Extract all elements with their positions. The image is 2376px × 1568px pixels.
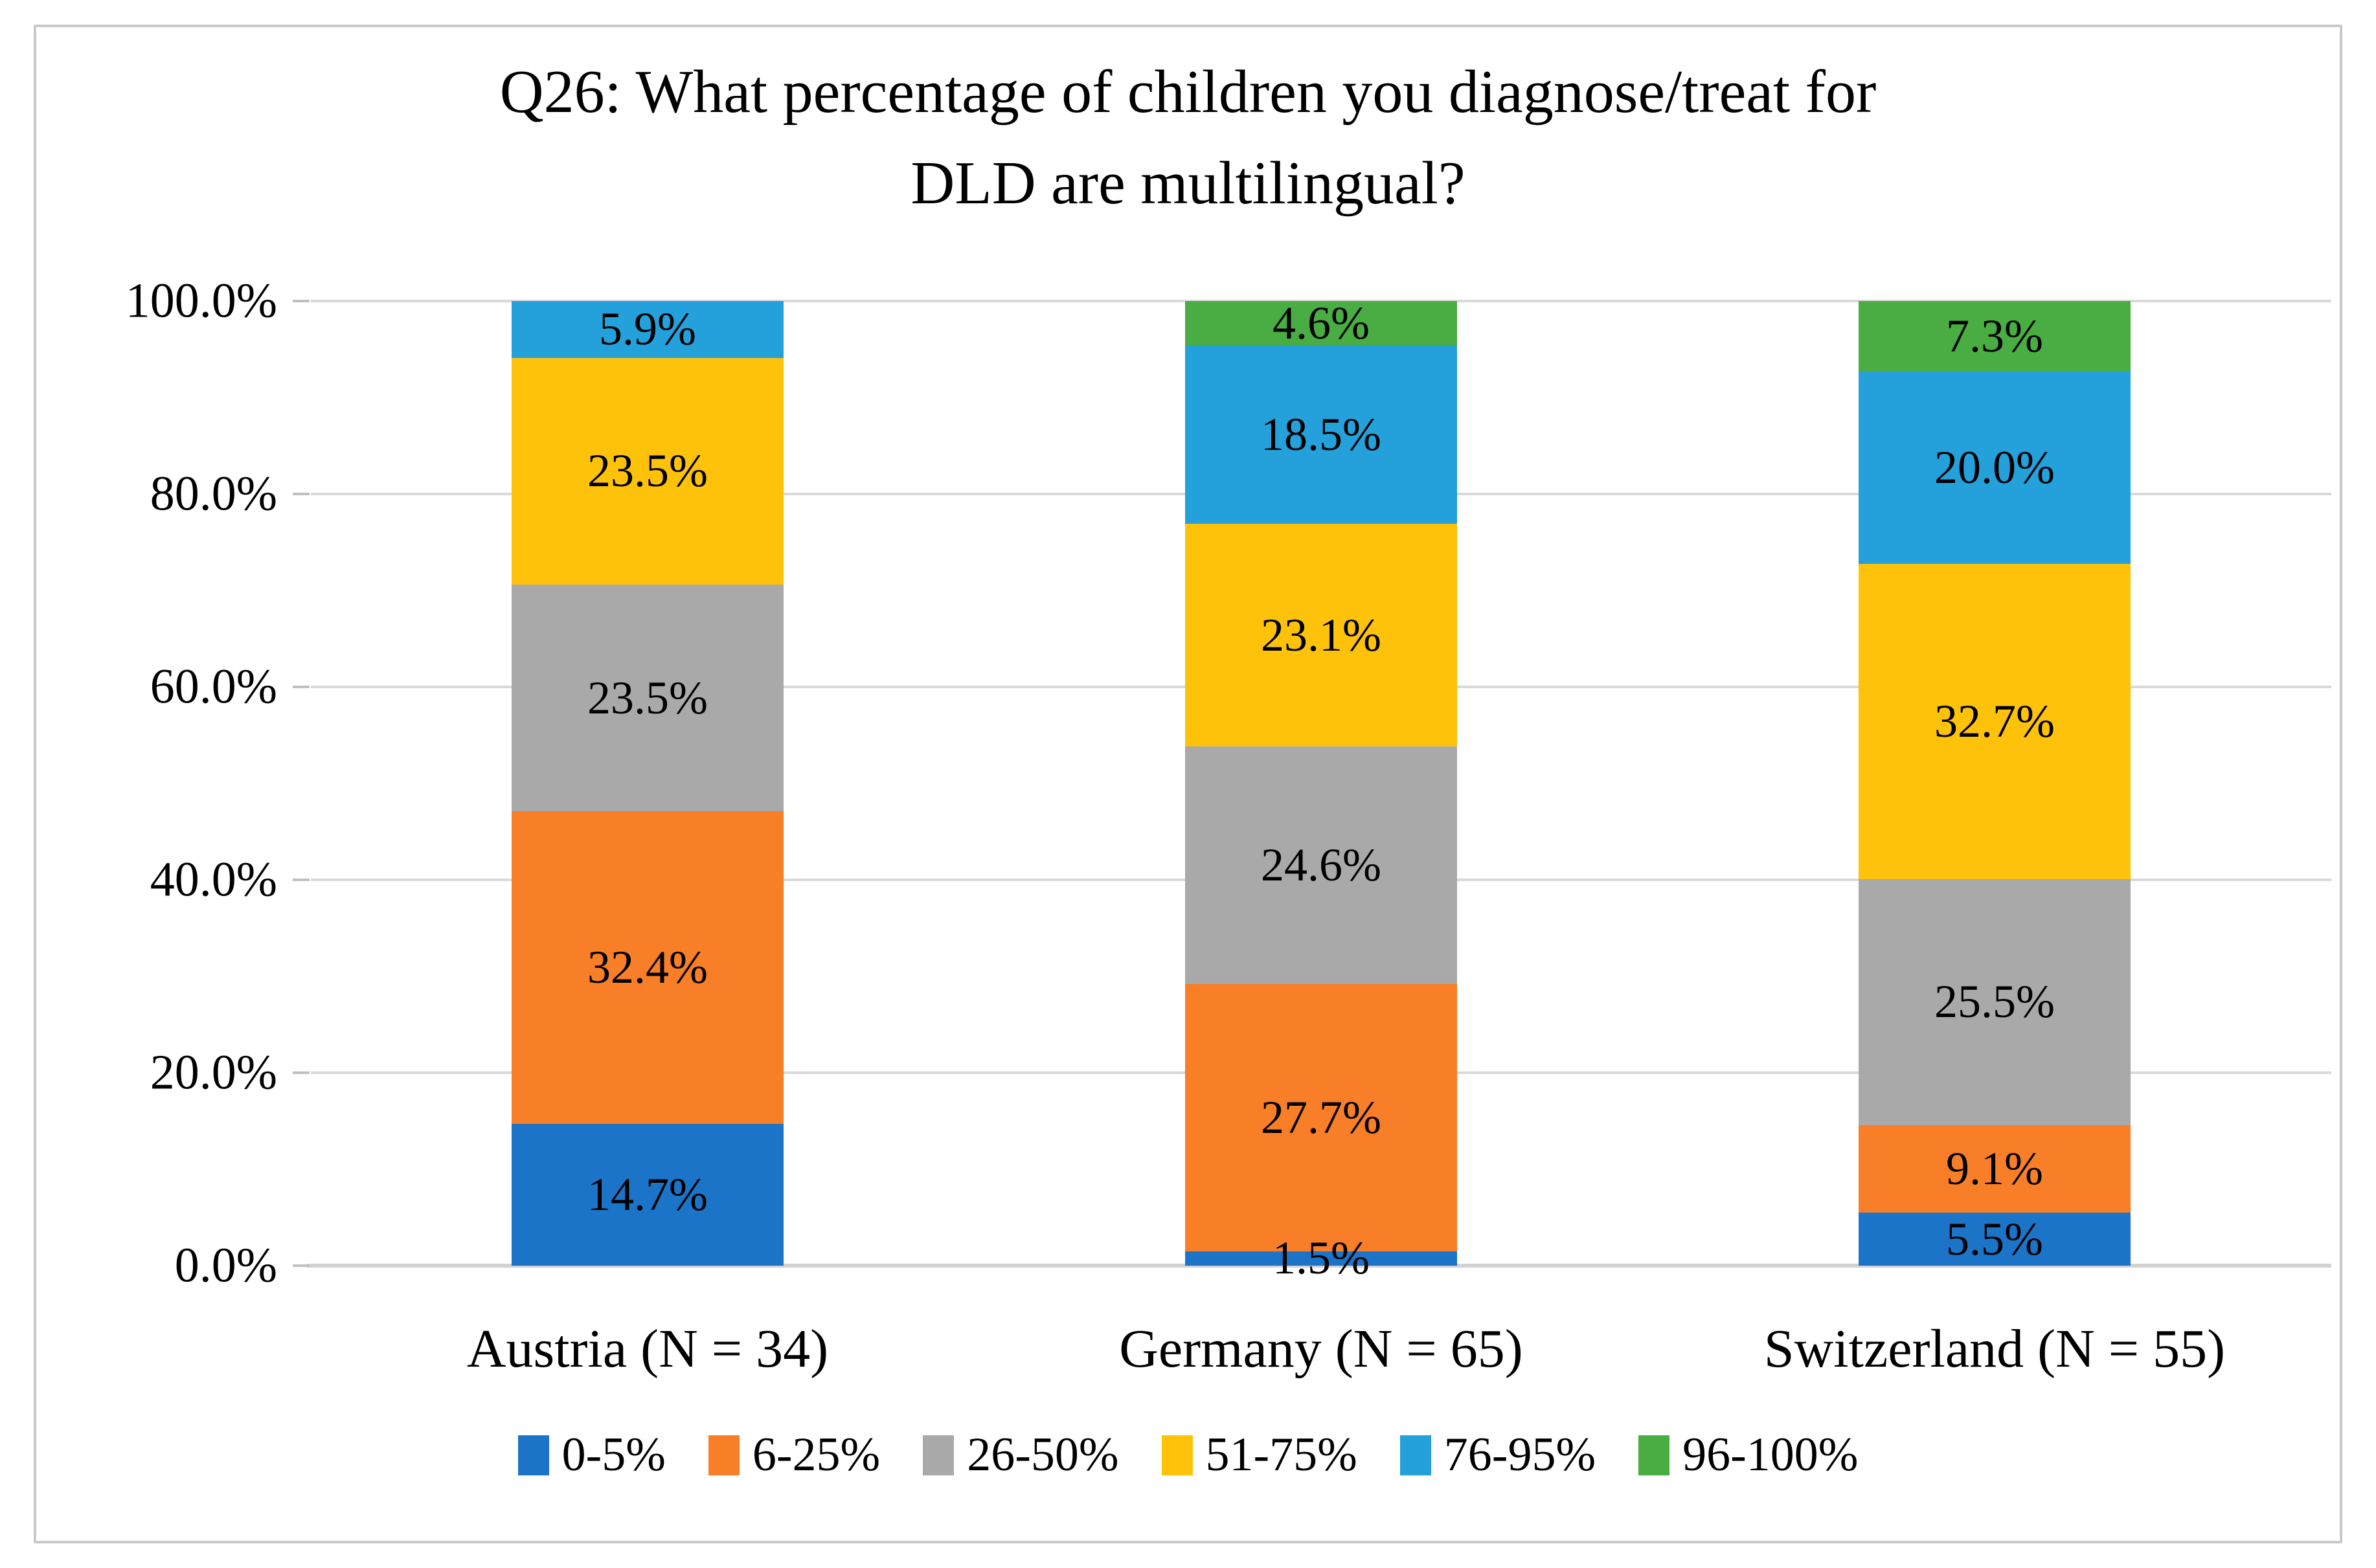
segment-data-label: 9.1% [1946,1142,2043,1194]
bar-segment: 27.7% [1185,983,1457,1251]
segment-data-label: 20.0% [1934,442,2055,494]
bar-segment: 23.5% [512,357,784,585]
y-axis-tick-mark [293,300,310,302]
bar-segment: 5.9% [512,301,784,358]
bar-segment: 32.7% [1859,564,2131,880]
plot-area: 14.7% 32.4% 23.5% 23.5% 5.9% 1.5% 27.7% 24.6% 23… [307,297,2331,1284]
bar-segment: 23.1% [1185,524,1457,747]
bar-segment: 24.6% [1185,746,1457,984]
legend-label: 0-5% [561,1428,666,1481]
y-axis-tick-label: 100.0% [125,273,277,328]
stacked-bar: 1.5% 27.7% 24.6% 23.1% 18.5% 4.6% [1185,297,1457,1284]
legend: 0-5% 6-25% 26-50% 51-75% 76-95% 96-100% [0,1428,2376,1483]
segment-data-label: 4.6% [1273,297,1370,349]
legend-item: 76-95% [1399,1428,1596,1483]
chart-title: Q26: What percentage of children you dia… [0,47,2376,229]
y-axis-tick-label: 60.0% [150,659,277,714]
legend-item: 96-100% [1638,1428,1858,1483]
bar-segment: 9.1% [1859,1125,2131,1213]
legend-swatch [1161,1435,1193,1475]
chart-title-line1: Q26: What percentage of children you dia… [499,58,1877,126]
segment-data-label: 14.7% [587,1168,708,1220]
legend-label: 6-25% [752,1428,881,1481]
legend-item: 51-75% [1161,1428,1357,1483]
y-axis-tick-mark [293,493,310,495]
segment-data-label: 23.5% [587,445,708,497]
y-axis-tick-mark [293,1264,310,1267]
y-axis-tick-label: 40.0% [150,852,277,907]
segment-data-label: 25.5% [1934,976,2055,1028]
legend-label: 51-75% [1205,1428,1357,1481]
bar-segment: 7.3% [1859,301,2131,372]
y-axis-tick-label: 0.0% [174,1238,277,1293]
bar-segment: 20.0% [1859,371,2131,565]
y-axis-tick-mark [293,1071,310,1074]
x-axis-category-label: Austria (N = 34) [466,1319,829,1379]
legend-label: 96-100% [1682,1428,1859,1481]
bar-segment: 18.5% [1185,345,1457,524]
gridline [311,300,2331,302]
legend-swatch [517,1435,549,1475]
bar-segment: 5.5% [1859,1213,2131,1266]
segment-data-label: 24.6% [1261,839,1381,891]
y-axis-tick-label: 20.0% [150,1045,277,1100]
bar-segment: 14.7% [512,1123,784,1266]
stacked-bar: 5.5% 9.1% 25.5% 32.7% 20.0% 7.3% [1859,301,2131,1266]
segment-data-label: 27.7% [1261,1091,1381,1143]
y-axis-tick-mark [293,879,310,881]
segment-data-label: 32.7% [1934,695,2055,748]
stacked-bar: 14.7% 32.4% 23.5% 23.5% 5.9% [512,301,784,1266]
segment-data-label: 18.5% [1261,408,1381,460]
x-axis-category-label: Germany (N = 65) [1119,1319,1523,1379]
legend-item: 26-50% [923,1428,1119,1483]
segment-data-label: 7.3% [1946,309,2043,362]
bar-segment: 4.6% [1185,297,1457,349]
legend-label: 26-50% [967,1428,1119,1481]
bar-segment: 32.4% [512,811,784,1124]
x-axis-line [307,1264,2331,1268]
legend-swatch [708,1435,740,1475]
segment-data-label: 23.1% [1261,609,1381,661]
segment-data-label: 5.5% [1946,1213,2043,1265]
chart-title-line2: DLD are multilingual? [911,150,1465,217]
y-axis-tick-label: 80.0% [150,466,277,521]
legend-swatch [1399,1435,1431,1475]
bar-segment: 25.5% [1859,879,2131,1125]
legend-item: 6-25% [708,1428,880,1483]
bar-segment: 1.5% [1185,1232,1457,1284]
x-axis-category-label: Switzerland (N = 55) [1763,1319,2226,1379]
bar-segment: 23.5% [512,585,784,812]
legend-swatch [923,1435,955,1475]
segment-data-label: 5.9% [599,303,696,355]
segment-data-label: 23.5% [587,671,708,724]
segment-data-label: 1.5% [1273,1232,1370,1284]
legend-swatch [1638,1435,1670,1475]
segment-data-label: 32.4% [587,941,708,994]
legend-item: 0-5% [517,1428,666,1483]
y-axis-tick-mark [293,686,310,688]
legend-label: 76-95% [1443,1428,1596,1481]
